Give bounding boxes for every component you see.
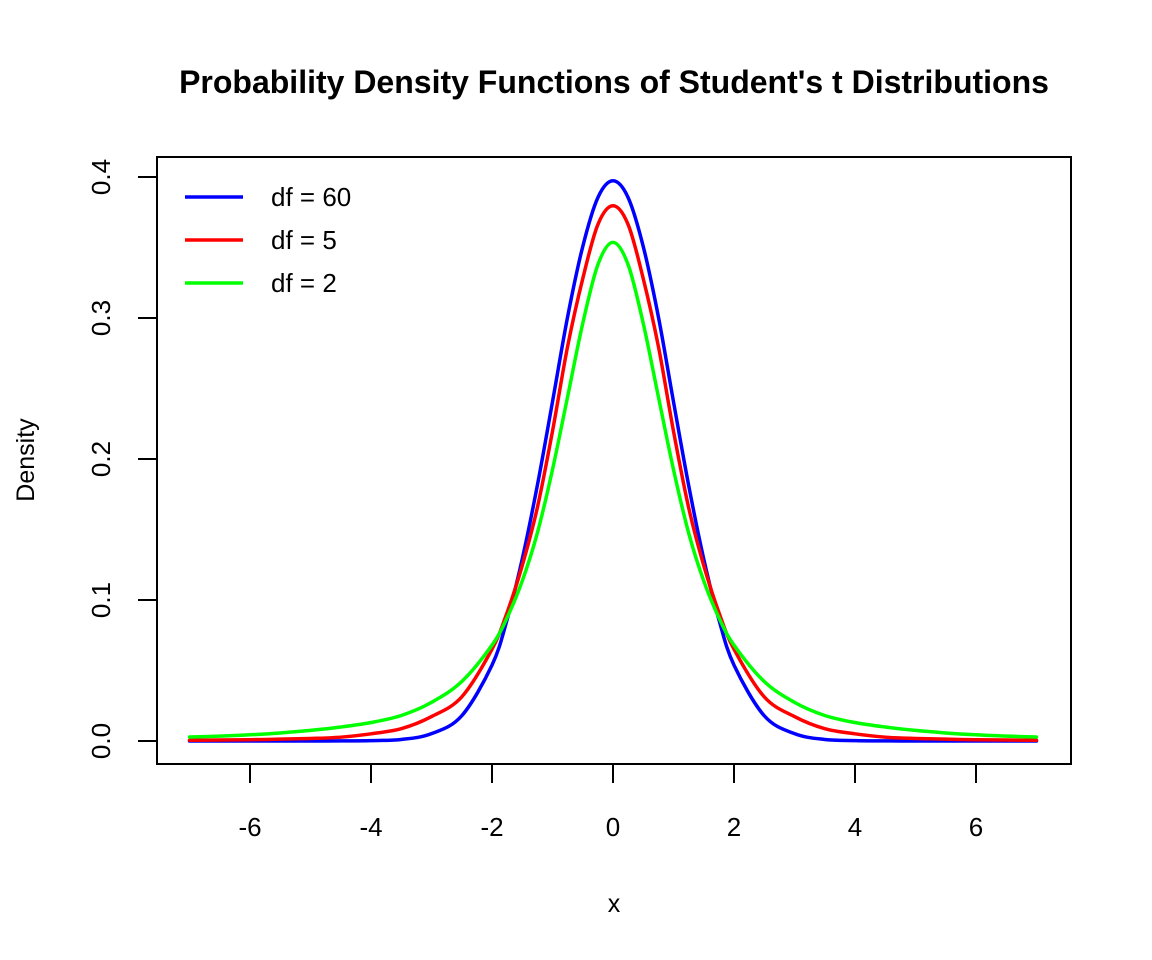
legend-label: df = 2	[271, 268, 337, 298]
y-tick-label: 0.2	[86, 441, 116, 477]
x-tick-label: -2	[480, 812, 503, 842]
x-tick-label: 0	[606, 812, 620, 842]
legend-label: df = 5	[271, 225, 337, 255]
x-tick-label: 2	[727, 812, 741, 842]
y-tick-label: 0.3	[86, 300, 116, 336]
x-tick-label: 4	[848, 812, 862, 842]
y-tick-label: 0.4	[86, 159, 116, 195]
y-tick-label: 0.1	[86, 582, 116, 618]
x-tick-label: -4	[359, 812, 382, 842]
x-tick-label: -6	[238, 812, 261, 842]
x-tick-label: 6	[969, 812, 983, 842]
chart-title: Probability Density Functions of Student…	[179, 64, 1049, 100]
y-axis-label: Density	[12, 418, 40, 502]
x-axis: -6 -4 -2 0 2 4 6	[238, 763, 983, 842]
series-line-2	[187, 204, 1039, 743]
y-axis: 0.0 0.1 0.2 0.3 0.4	[86, 159, 158, 759]
series-lines	[187, 179, 1039, 743]
legend: df = 60 df = 5 df = 2	[185, 182, 351, 298]
series-line-1	[187, 179, 1039, 743]
y-tick-label: 0.0	[86, 723, 116, 759]
x-axis-label: x	[608, 890, 621, 918]
legend-label: df = 60	[271, 182, 351, 212]
series-line-3	[187, 240, 1039, 739]
